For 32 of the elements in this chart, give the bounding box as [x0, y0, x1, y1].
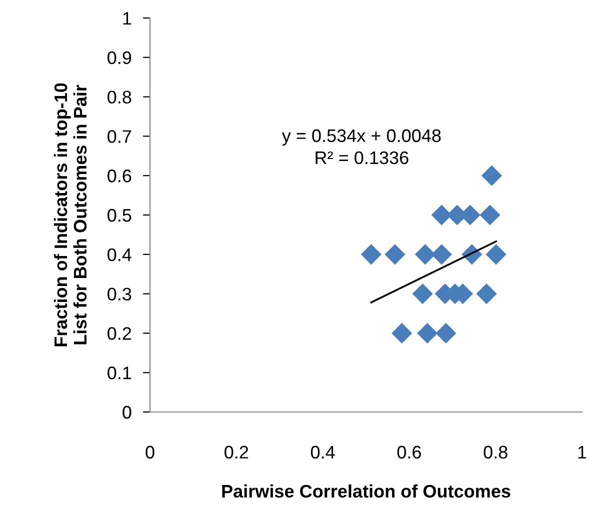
x-axis-title: Pairwise Correlation of Outcomes [222, 484, 510, 498]
point [431, 244, 452, 265]
point [417, 322, 438, 344]
y-tick-label: 0.9 [108, 51, 132, 64]
point [412, 284, 433, 304]
point [384, 244, 406, 265]
x-tick-label: 0.4 [310, 446, 335, 459]
x-tick-label: 0.8 [484, 446, 508, 459]
point [480, 204, 500, 226]
y-tick-label: 0.1 [108, 366, 132, 380]
point [481, 165, 502, 186]
point [436, 322, 456, 344]
y-tick-label: 0.3 [108, 288, 132, 301]
x-tick-label: 1 [578, 446, 586, 458]
y-tick-label: 0.5 [108, 208, 132, 222]
x-tick-label: 0.6 [397, 446, 421, 459]
point [392, 322, 412, 344]
point [486, 244, 506, 265]
y-tick-label: 0.8 [108, 90, 132, 104]
y-tick-label: 0.6 [108, 170, 132, 182]
y-tick-label: 1 [123, 12, 132, 25]
annotation: y = 0.534x + 0.0048 R² = 0.1336 [282, 129, 441, 164]
point [414, 244, 436, 265]
x-tick-label: 0.2 [224, 446, 248, 459]
point [360, 244, 382, 265]
y-axis-title: Fraction of Indicators in top-10 List for Both Outcomes in Pair [54, 83, 87, 346]
y-tick-label: 0 [122, 406, 132, 419]
point [476, 284, 497, 304]
x-tick-label: 0 [146, 446, 154, 459]
y-tick-label: 0.4 [108, 248, 132, 262]
y-tick-label: 0.7 [108, 130, 132, 143]
y-tick-label: 0.2 [108, 327, 132, 340]
